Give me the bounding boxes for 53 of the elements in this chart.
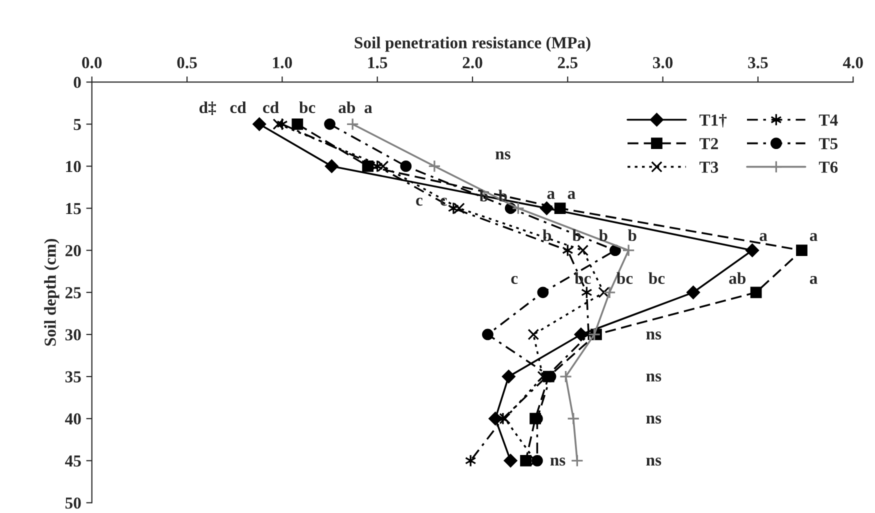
annotation: c [511, 276, 518, 284]
y-tick-label: 35 [65, 371, 81, 382]
annotation: b [628, 229, 636, 242]
annotation: ab [729, 272, 746, 284]
y-tick-label: 15 [66, 203, 81, 214]
legend-label: T6 [818, 162, 838, 173]
y-tick-label: 10 [66, 160, 81, 172]
annotation: cd [263, 101, 279, 114]
y-tick-label: 0 [74, 76, 81, 88]
annotation: a [810, 233, 818, 242]
legend-label: T3 [699, 162, 718, 173]
x-tick-label: 3.0 [653, 57, 673, 68]
annotation: a [810, 276, 818, 284]
x-tick-label: 2.5 [558, 57, 578, 68]
x-tick-label: 0.5 [177, 57, 197, 68]
x-tick-label: 1.0 [273, 57, 292, 68]
annotation: ns [646, 416, 662, 424]
y-tick-label: 5 [74, 119, 81, 130]
annotation: ns [496, 151, 510, 160]
annotation: a [547, 191, 555, 199]
annotation: a [760, 233, 768, 242]
legend-label: T4 [818, 114, 838, 126]
x-tick-label: 4.0 [842, 57, 863, 68]
y-tick-label: 30 [65, 329, 81, 340]
annotation: bc [616, 272, 633, 284]
x-tick-label: 2.0 [462, 57, 482, 68]
annotation: a [364, 105, 372, 114]
y-tick-label: 50 [65, 497, 81, 509]
annotation: ns [646, 374, 662, 382]
annotation: ns [646, 331, 662, 340]
legend-label: T1† [699, 114, 727, 128]
y-tick-label: 45 [65, 455, 81, 467]
annotation: d‡ [199, 101, 216, 115]
y-tick-label: 40 [65, 413, 81, 425]
annotation: bc [299, 101, 316, 114]
annotation: b [542, 229, 552, 242]
x-axis-title: Soil penetration resistance (MPa) [354, 36, 590, 52]
x-tick-label: 0.0 [82, 57, 102, 68]
annotation: ab [338, 101, 356, 114]
legend-label: T5 [818, 138, 838, 150]
y-axis-title: Soil depth (cm) [44, 238, 60, 346]
annotation: c [416, 198, 422, 206]
annotation: b [599, 229, 608, 242]
annotation: bc [648, 272, 665, 284]
y-tick-label: 25 [65, 287, 81, 298]
annotation: cd [230, 101, 246, 114]
y-tick-label: 20 [65, 245, 81, 256]
annotation: a [568, 191, 576, 199]
legend-label: T2 [699, 138, 718, 150]
x-tick-label: 1.5 [368, 57, 388, 68]
annotation: ns [646, 458, 662, 466]
x-tick-label: 3.5 [748, 57, 768, 68]
annotation: ns [550, 458, 566, 466]
